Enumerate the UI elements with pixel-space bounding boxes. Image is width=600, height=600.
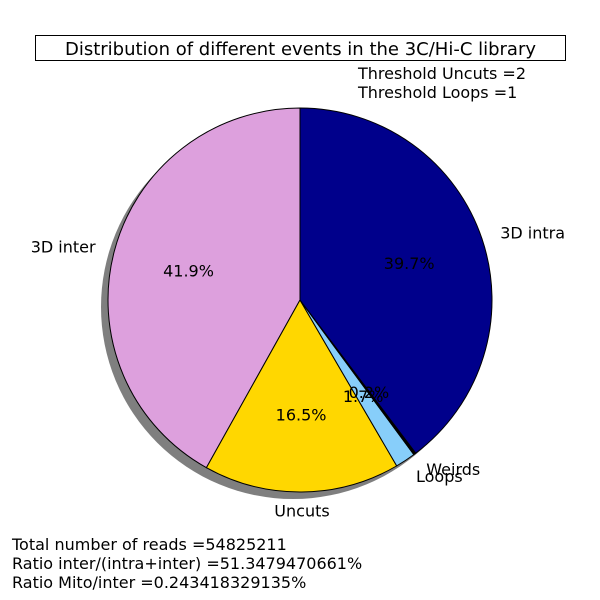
pie-slice-3d-intra — [299, 107, 493, 454]
pie-slice-3d-inter — [107, 107, 301, 469]
pie-labels: 3D inter 41.9% Uncuts 16.5% Loops 1.7% Weirds 0… — [31, 223, 565, 520]
threshold-loops-note: Threshold Loops =1 — [358, 83, 518, 102]
pie-slices — [107, 107, 493, 493]
pie-slice-uncuts — [205, 299, 398, 493]
pie-label-3d-inter: 3D inter — [31, 237, 96, 256]
ratio-inter-text: Ratio inter/(intra+inter) =51.3479470661… — [12, 554, 363, 573]
threshold-uncuts-note: Threshold Uncuts =2 — [358, 64, 527, 83]
pie-pct-3d-inter: 41.9% — [163, 262, 214, 281]
pie-label-loops: Loops — [416, 467, 463, 486]
pie-label-3d-intra: 3D intra — [500, 223, 565, 242]
pie-pct-3d-intra: 39.7% — [384, 254, 435, 273]
pie-label-uncuts: Uncuts — [274, 502, 329, 521]
chart-title-box: Distribution of different events in the … — [35, 35, 566, 61]
pie-label-weirds: Weirds — [426, 460, 480, 479]
pie-pct-loops: 1.7% — [343, 387, 384, 406]
total-reads-text: Total number of reads =54825211 — [12, 535, 287, 554]
chart-title: Distribution of different events in the … — [64, 39, 537, 60]
pie-pct-uncuts: 16.5% — [276, 406, 327, 425]
pie-pct-weirds: 0.2% — [349, 383, 390, 402]
ratio-mito-text: Ratio Mito/inter =0.243418329135% — [12, 573, 307, 592]
